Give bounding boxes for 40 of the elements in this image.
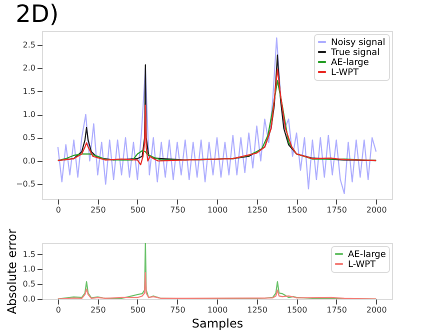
y-axis-title: Absolute error bbox=[4, 228, 19, 314]
legend-label: AE-large bbox=[348, 250, 386, 260]
x-tick-label: 1500 bbox=[286, 306, 308, 314]
x-tick-label: 500 bbox=[130, 206, 146, 214]
x-tick-label: 2000 bbox=[366, 206, 387, 214]
x-tick-label: 250 bbox=[90, 206, 106, 214]
x-tick-label: 2000 bbox=[366, 306, 387, 314]
x-tick-label: 1000 bbox=[207, 306, 228, 314]
x-tick-label: 0 bbox=[56, 206, 61, 214]
y-tick-label: 0.0 bbox=[22, 294, 36, 304]
x-tick-label: 750 bbox=[170, 206, 186, 214]
x-tick-label: 750 bbox=[170, 306, 186, 314]
line-series bbox=[57, 68, 377, 166]
y-tick-label: −0.5 bbox=[16, 180, 36, 189]
x-tick-label: 0 bbox=[56, 306, 61, 314]
x-tick-label: 500 bbox=[130, 306, 146, 314]
legend-label: L-WPT bbox=[348, 260, 376, 270]
y-tick-label: 0.0 bbox=[22, 156, 36, 166]
x-tick-label: 1500 bbox=[286, 206, 308, 214]
x-axis-title: Samples bbox=[192, 316, 244, 330]
legend-label: Noisy signal bbox=[331, 38, 386, 48]
y-tick-label: 2.0 bbox=[22, 64, 36, 73]
x-tick-label: 250 bbox=[90, 306, 106, 314]
x-tick-label: 1750 bbox=[326, 206, 347, 214]
y-tick-label: 1.0 bbox=[22, 110, 36, 120]
line-series bbox=[57, 272, 377, 299]
legend-label: AE-large bbox=[331, 58, 370, 68]
x-tick-label: 1250 bbox=[247, 206, 268, 214]
x-tick-label: 1000 bbox=[207, 206, 228, 214]
y-tick-label: 1.0 bbox=[22, 264, 36, 274]
chart-title: 2D) bbox=[16, 0, 59, 28]
y-tick-label: 0.5 bbox=[22, 280, 36, 289]
x-tick-label: 1750 bbox=[326, 306, 347, 314]
legend-label: True signal bbox=[330, 48, 380, 58]
y-tick-label: 2.5 bbox=[22, 40, 36, 50]
y-tick-label: 0.5 bbox=[22, 133, 36, 142]
y-tick-label: 1.5 bbox=[22, 86, 36, 96]
y-tick-label: 1.5 bbox=[22, 250, 36, 259]
x-tick-label: 1250 bbox=[247, 306, 268, 314]
legend-label: L-WPT bbox=[331, 68, 360, 78]
